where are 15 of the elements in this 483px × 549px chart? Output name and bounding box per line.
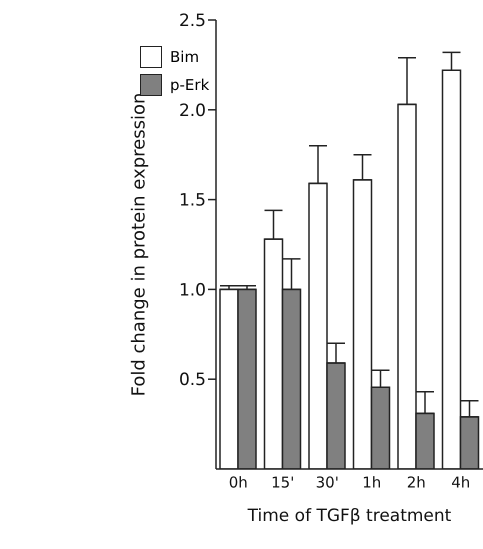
x-tick-label: 15' [271, 474, 294, 492]
x-tick-label: 4h [451, 474, 470, 492]
legend-label: p-Erk [170, 76, 210, 94]
y-tick-label: 2.5 [178, 11, 206, 32]
x-tick-label: 0h [228, 474, 248, 492]
x-tick-label: 2h [406, 474, 426, 492]
legend-label: Bim [170, 48, 200, 66]
y-axis-title: Fold change in protein expression [128, 92, 150, 396]
y-tick-label: 1.0 [178, 280, 206, 300]
y-tick-label: 1.5 [178, 190, 206, 211]
x-tick-label: 1h [362, 474, 382, 492]
x-axis-title: Time of TGFβ treatment [246, 506, 452, 526]
y-tick-label: 0.5 [178, 370, 206, 390]
y-tick-label: 2.0 [178, 100, 206, 121]
x-tick-label: 30' [316, 474, 339, 492]
